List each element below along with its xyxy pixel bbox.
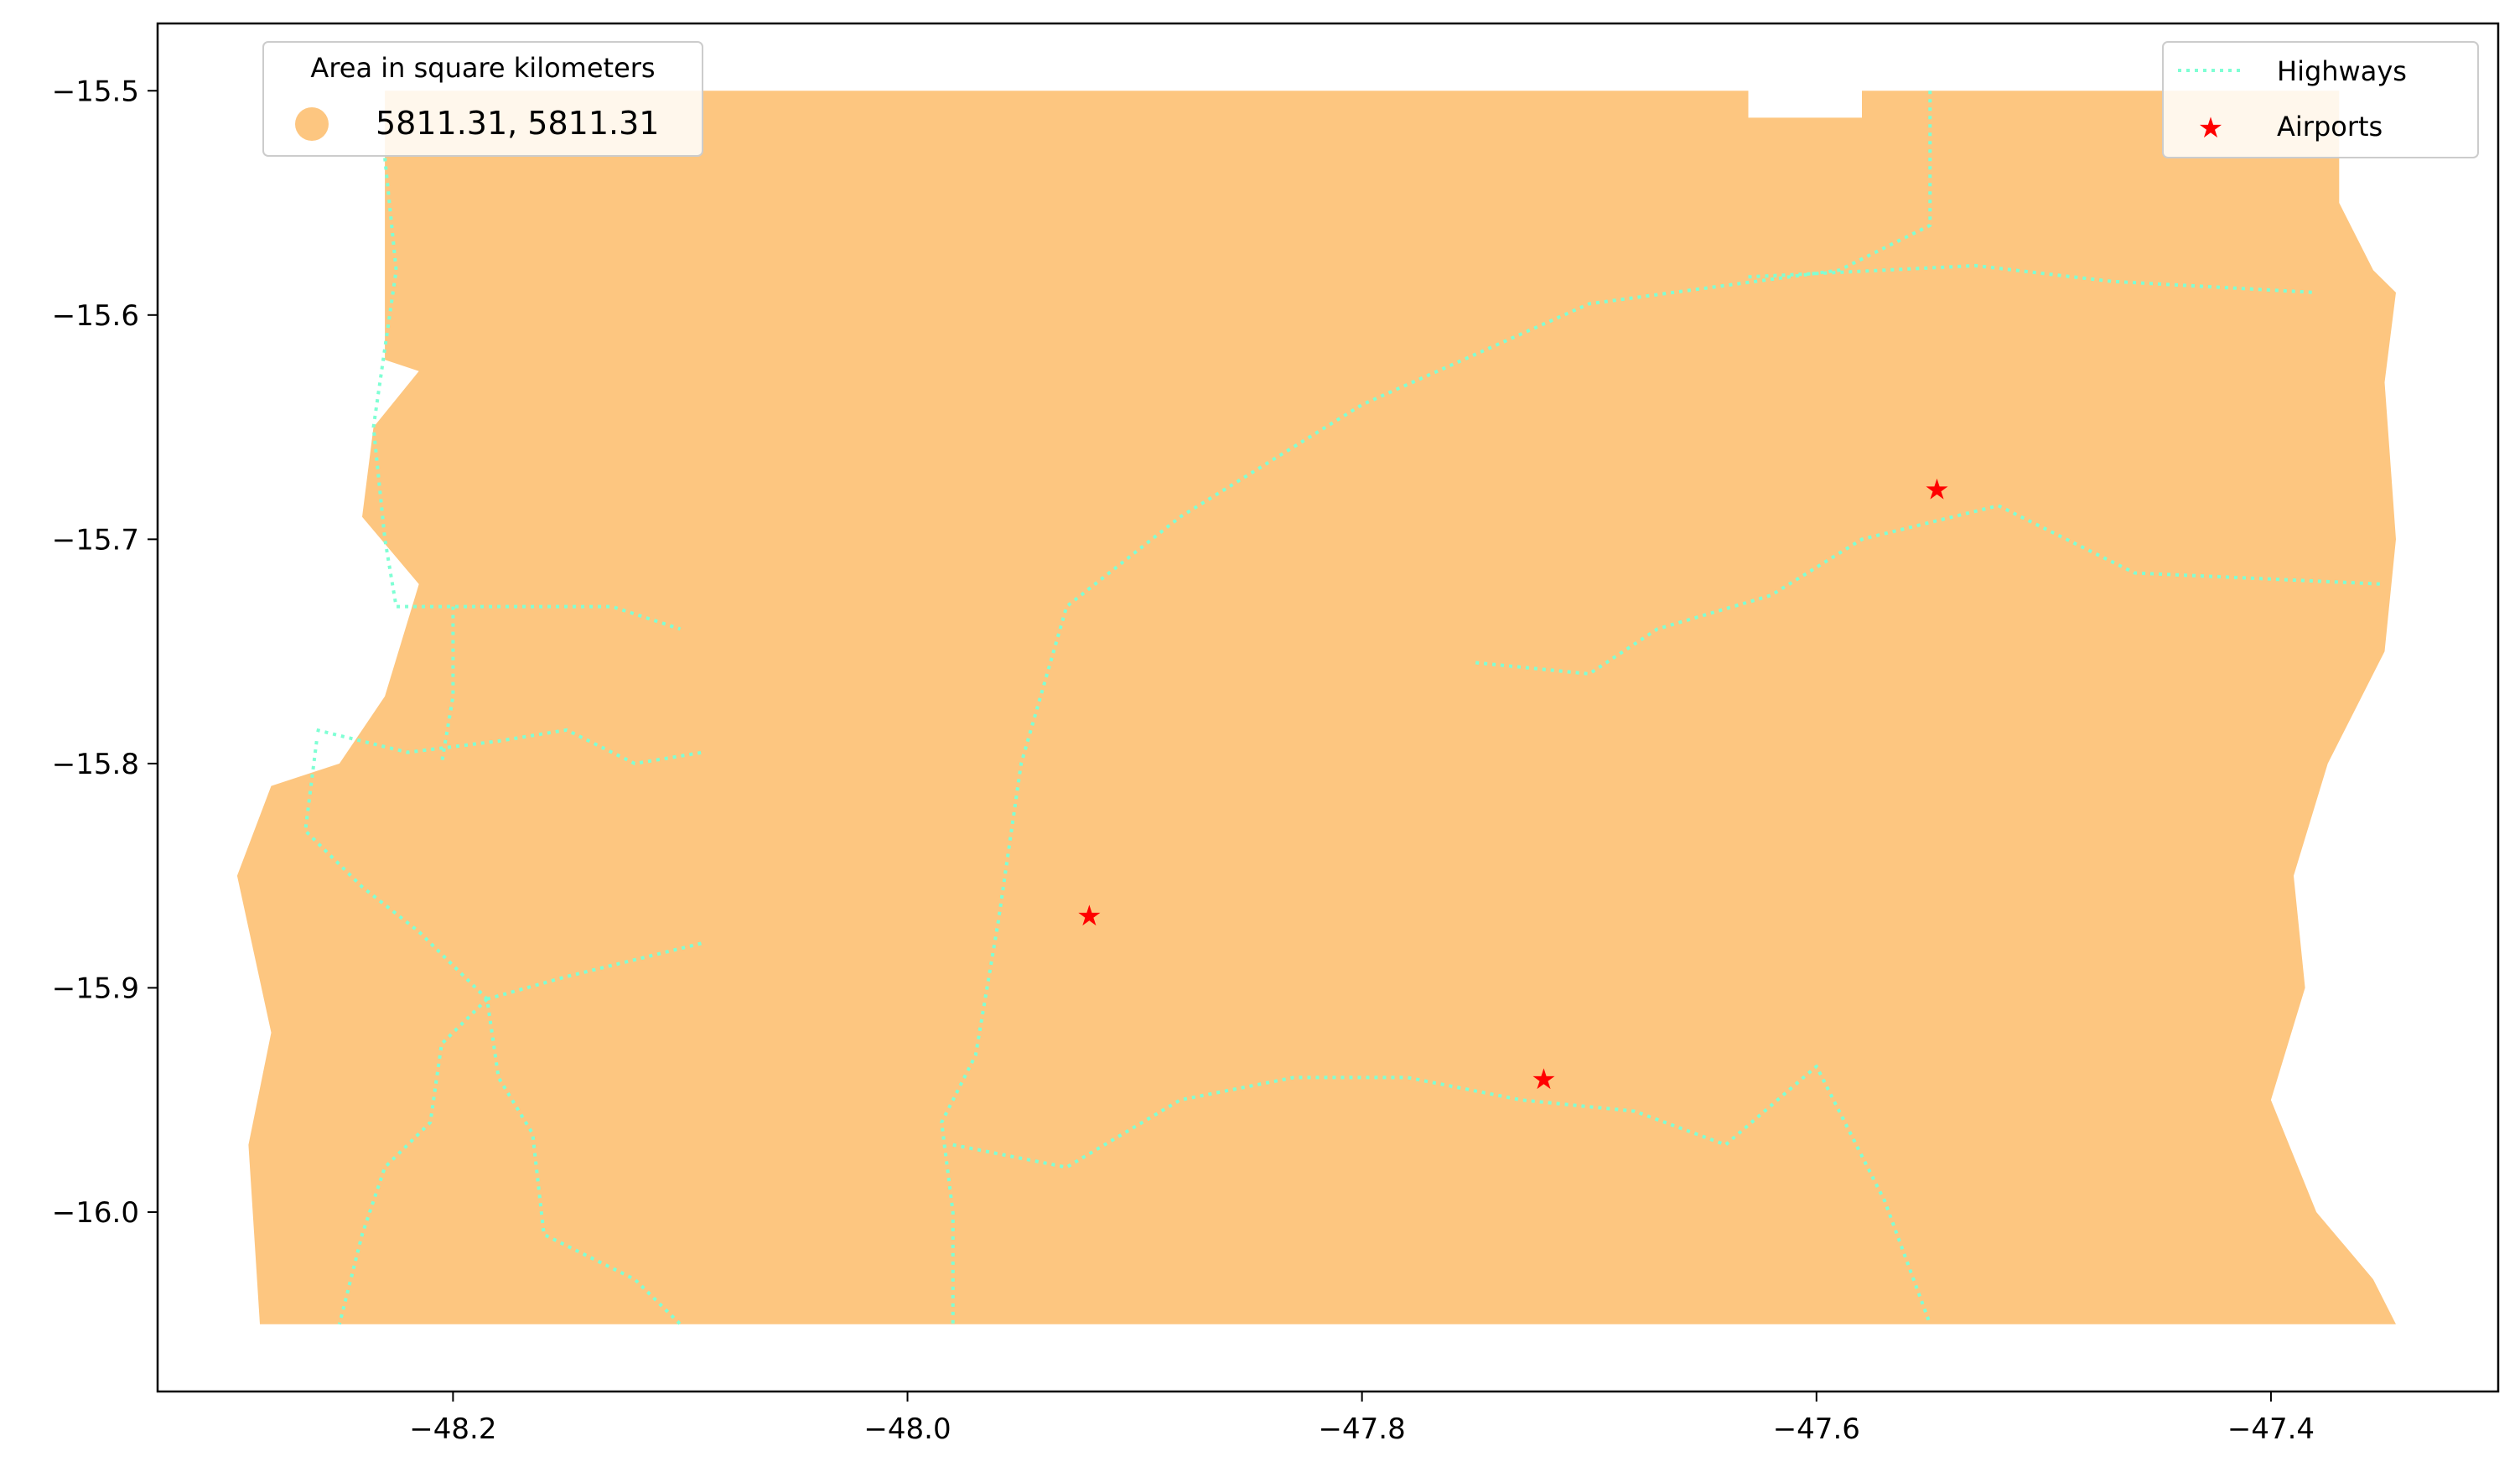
region-polygon bbox=[236, 91, 2397, 1324]
highway-line-4 bbox=[486, 941, 704, 1001]
airport-star-icon-0: ★ bbox=[1924, 473, 1949, 506]
region-layer bbox=[236, 91, 2397, 1324]
x-tick-label-0: −48.2 bbox=[409, 1412, 496, 1446]
layer-legend: Highways ★ Airports bbox=[2162, 41, 2479, 158]
airport-legend-label: Airports bbox=[2277, 111, 2383, 143]
highway-line-1 bbox=[439, 606, 455, 764]
area-legend-title: Area in square kilometers bbox=[310, 52, 655, 84]
airport-star-icon-2: ★ bbox=[1531, 1063, 1556, 1096]
airport-layer: ★ ★ ★ bbox=[1076, 473, 1950, 1096]
highway-line-8 bbox=[952, 1065, 1932, 1325]
highway-legend-label: Highways bbox=[2277, 55, 2407, 87]
highway-layer bbox=[303, 91, 2385, 1326]
y-tick-label-1: −15.6 bbox=[52, 299, 139, 333]
highway-line-9 bbox=[1475, 504, 2385, 676]
plot-frame bbox=[156, 22, 2500, 1393]
area-legend-box bbox=[262, 41, 703, 157]
y-tick-label-4: −15.9 bbox=[52, 972, 139, 1005]
y-tick-label-0: −15.5 bbox=[52, 75, 139, 108]
axis-ticks: −48.2 −48.0 −47.8 −47.6 −47.4 −15.5 −15.6 −15.7… bbox=[52, 75, 2315, 1446]
area-legend: Area in square kilometers 5811.31, 5811.… bbox=[262, 41, 703, 157]
x-tick-label-4: −47.4 bbox=[2227, 1412, 2315, 1446]
area-legend-entry: 5811.31, 5811.31 bbox=[376, 105, 659, 142]
layer-legend-box bbox=[2162, 41, 2479, 158]
y-tick-label-2: −15.7 bbox=[52, 523, 139, 557]
highway-line-7 bbox=[1748, 263, 2317, 294]
airport-legend-star-icon: ★ bbox=[2198, 111, 2223, 145]
highway-line-2 bbox=[316, 728, 703, 765]
x-tick-label-3: −47.6 bbox=[1773, 1412, 1860, 1446]
airport-star-icon-1: ★ bbox=[1076, 899, 1102, 933]
y-tick-label-5: −16.0 bbox=[52, 1196, 139, 1230]
highway-line-3 bbox=[303, 740, 682, 1326]
highway-line-5 bbox=[337, 998, 489, 1325]
highway-line-6 bbox=[940, 91, 1932, 1324]
y-tick-label-3: −15.8 bbox=[52, 748, 139, 781]
x-tick-label-1: −48.0 bbox=[863, 1412, 951, 1446]
area-legend-marker bbox=[295, 107, 329, 141]
x-tick-label-2: −47.8 bbox=[1319, 1412, 1406, 1446]
